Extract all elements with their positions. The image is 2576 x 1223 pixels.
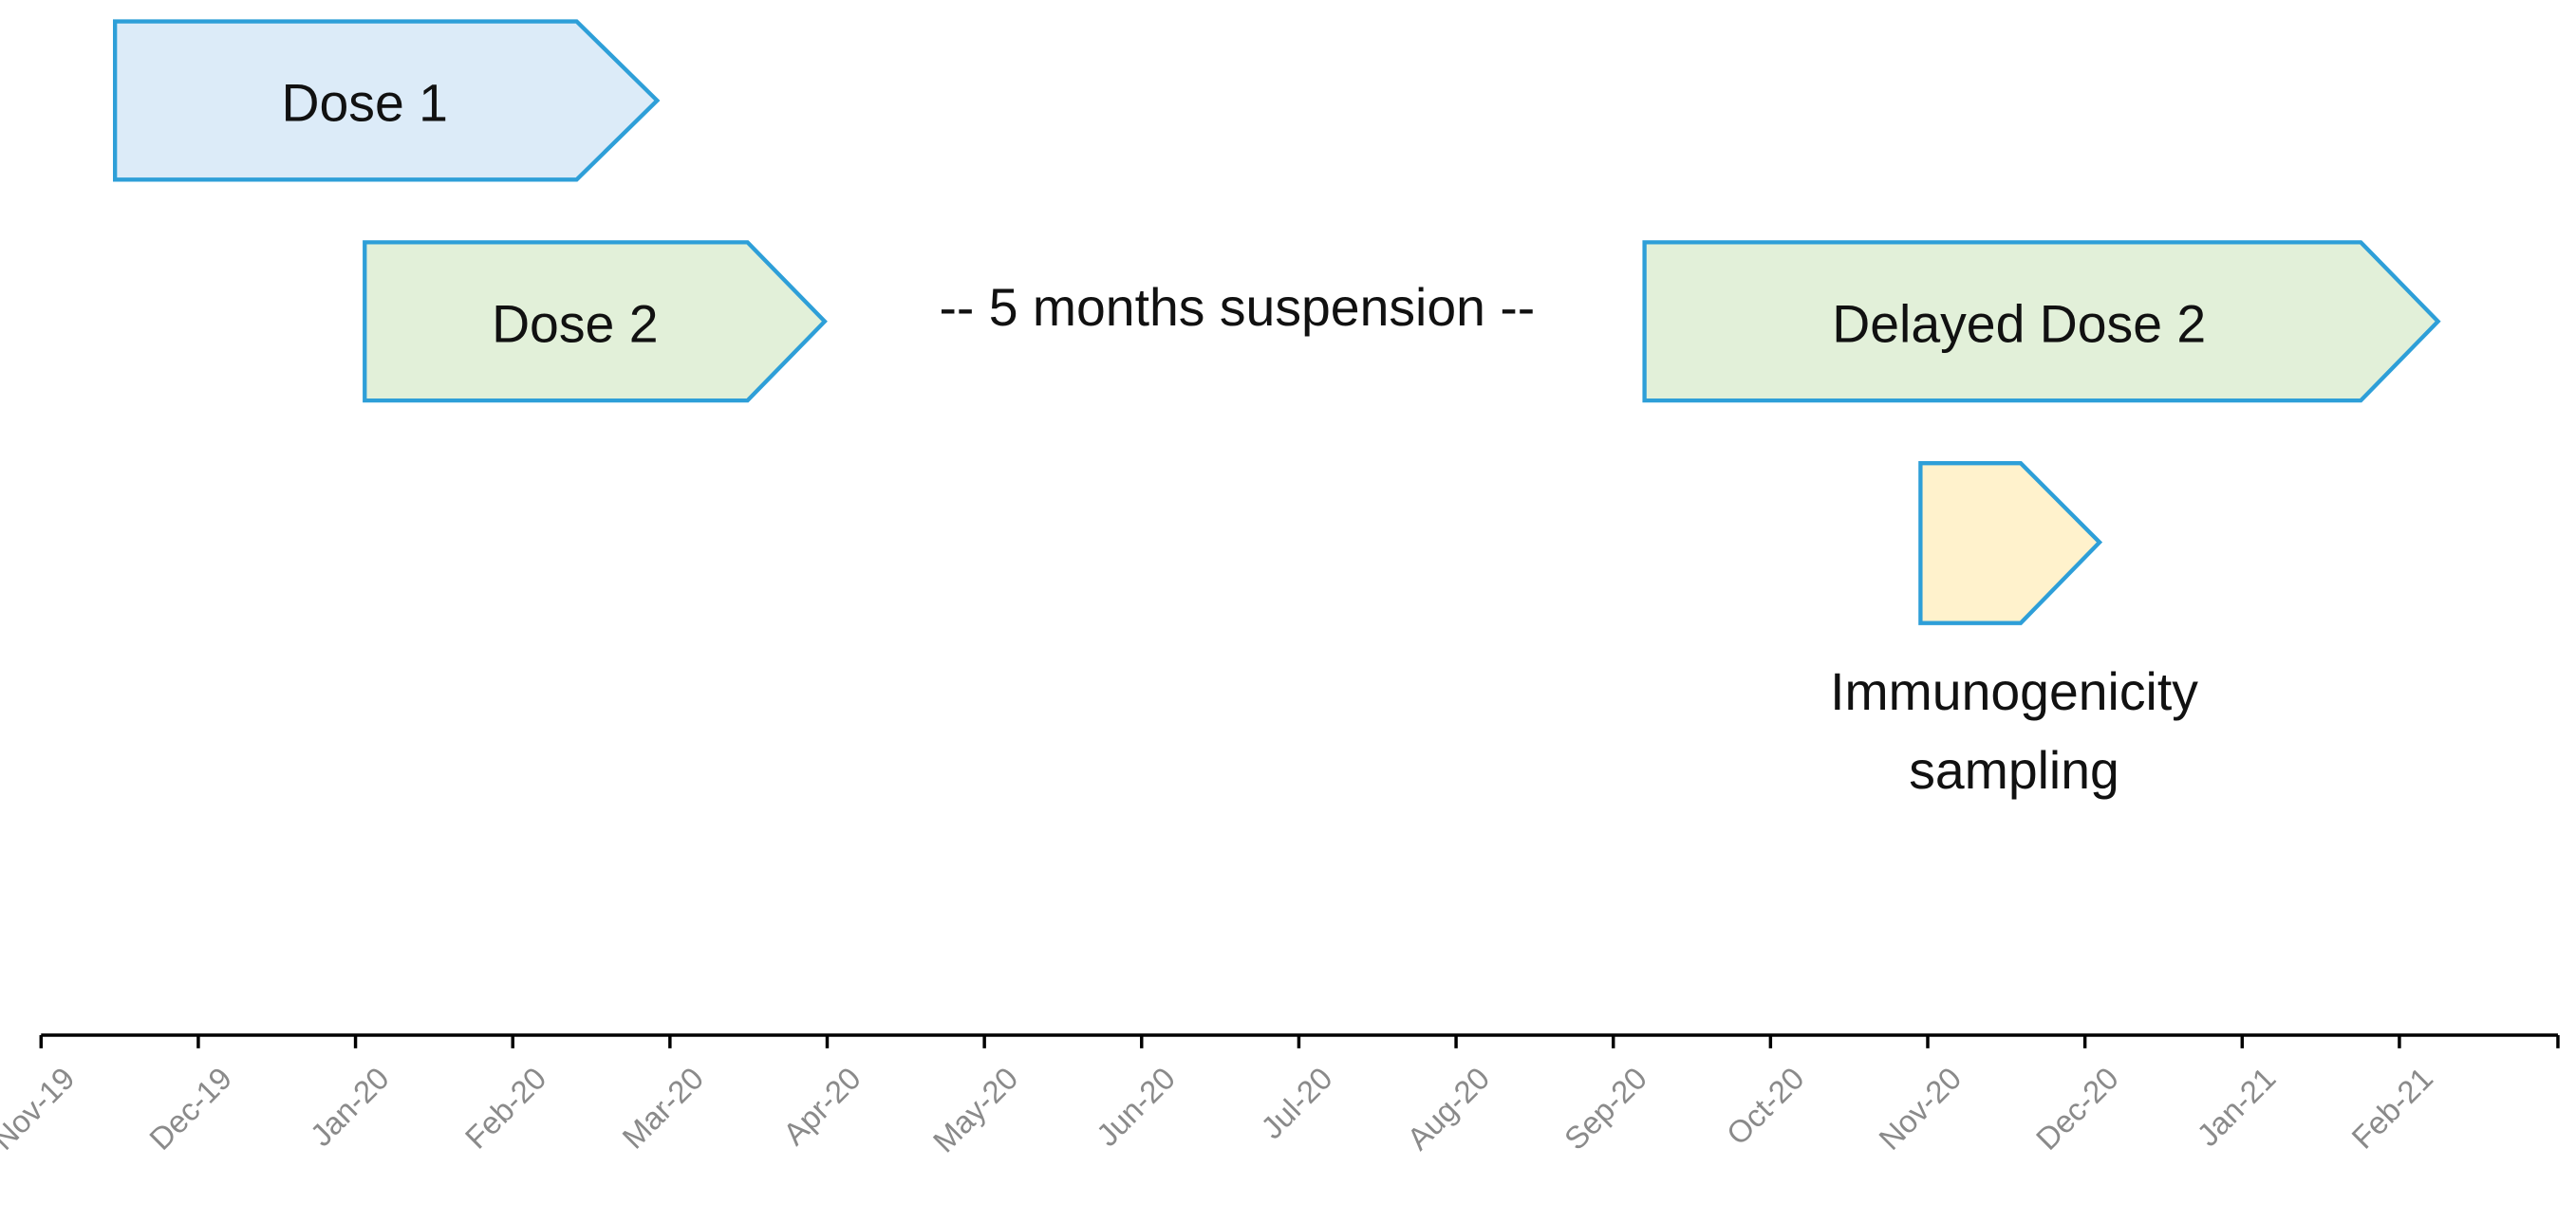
tick-label: Dec-20	[2029, 1061, 2125, 1157]
sampling-arrow	[1918, 460, 2103, 625]
dose-2-label: Dose 2	[492, 294, 658, 353]
delayed-dose-2-arrow	[1642, 240, 2441, 403]
sampling-label: sampling	[1909, 741, 2119, 800]
tick-label: Feb-21	[2344, 1061, 2439, 1156]
tick-label: Jan-21	[2190, 1061, 2282, 1154]
suspension-annotation: -- 5 months suspension --	[939, 278, 1535, 337]
tick-label: Mar-20	[615, 1061, 710, 1156]
tick-label: Jul-20	[1254, 1061, 1338, 1146]
tick-label: Sep-20	[1558, 1061, 1653, 1157]
tick-label: Nov-19	[0, 1061, 82, 1157]
tick-label: Jun-20	[1090, 1061, 1182, 1154]
tick-label: Feb-20	[458, 1061, 553, 1156]
sampling-label: Immunogenicity	[1830, 662, 2198, 721]
dose-2-arrow	[363, 240, 828, 403]
tick-label: Oct-20	[1720, 1061, 1811, 1152]
tick-label: Apr-20	[776, 1061, 868, 1152]
tick-label: Nov-20	[1872, 1061, 1968, 1157]
tick-label: May-20	[926, 1061, 1025, 1159]
dose-1-arrow	[112, 19, 661, 182]
tick-label: Aug-20	[1400, 1061, 1496, 1157]
tick-label: Dec-19	[142, 1061, 238, 1157]
tick-label: Jan-20	[304, 1061, 396, 1154]
delayed-dose-2-label: Delayed Dose 2	[1832, 294, 2206, 353]
dose-1-label: Dose 1	[282, 74, 448, 133]
